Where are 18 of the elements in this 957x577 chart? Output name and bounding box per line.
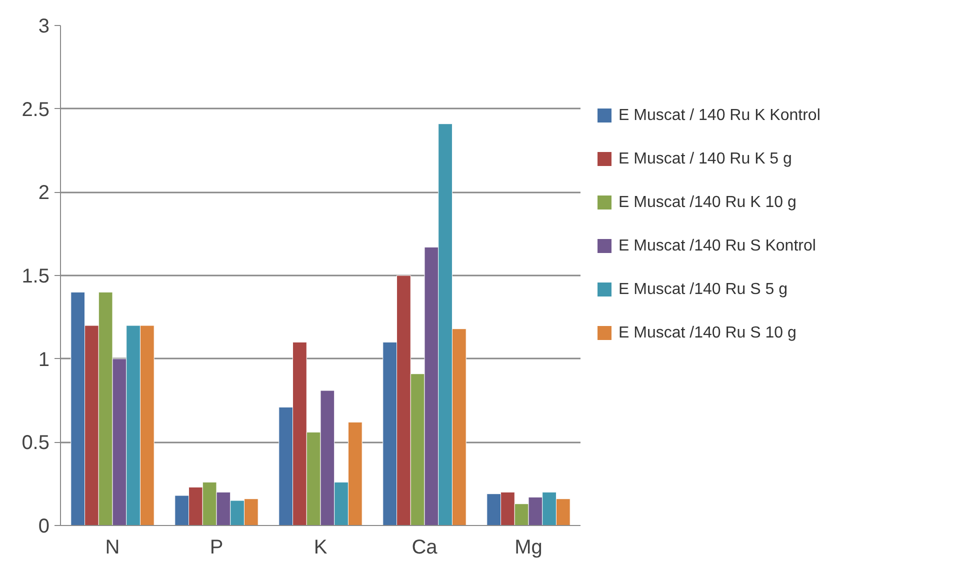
- y-tick-label: 1: [38, 348, 50, 371]
- x-tick-label: P: [210, 536, 224, 558]
- y-tick-label: 2.5: [22, 98, 50, 121]
- legend-label: E Muscat /140 Ru S 10 g: [618, 324, 796, 342]
- y-tick-label: 2: [38, 182, 50, 204]
- x-tick-label: K: [314, 536, 328, 558]
- x-tick-label: Ca: [412, 536, 438, 558]
- y-tick-label: 0.5: [22, 432, 50, 454]
- legend-label: E Muscat / 140 Ru K Kontrol: [618, 107, 820, 124]
- x-tick-label: N: [105, 536, 120, 558]
- legend-label: E Muscat /140 Ru S 5 g: [618, 281, 788, 298]
- legend-label: E Muscat /140 Ru K 10 g: [618, 194, 796, 211]
- legend-label: E Muscat / 140 Ru K 5 g: [618, 150, 792, 168]
- legend-label: E Muscat /140 Ru S Kontrol: [618, 238, 816, 254]
- y-tick-label: 0: [38, 516, 50, 538]
- y-tick-label: 3: [38, 16, 50, 38]
- y-tick-label: 1.5: [22, 266, 50, 288]
- x-tick-label: Mg: [514, 536, 542, 558]
